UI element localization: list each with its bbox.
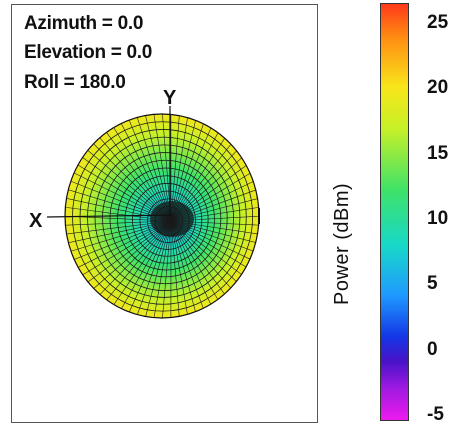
colorbar-tick-label: 25: [427, 12, 449, 33]
mesh-spoke: [135, 114, 172, 222]
mesh-spoke: [170, 154, 246, 222]
sphere-mesh: [65, 114, 259, 318]
mesh-spoke: [170, 128, 221, 222]
mesh-spoke: [170, 162, 251, 222]
mesh-spoke: [73, 220, 172, 270]
mesh-spoke: [65, 220, 172, 235]
x-axis-line: [46, 214, 173, 218]
mesh-spoke: [103, 220, 172, 304]
mesh-spoke: [170, 220, 198, 317]
colorbar-gradient: [380, 3, 409, 421]
mesh-spoke: [65, 197, 172, 222]
mesh-spoke: [144, 220, 172, 318]
mesh-spoke: [89, 220, 172, 292]
mesh-spoke: [170, 123, 214, 222]
pattern-plot-panel: Azimuth = 0.0 Elevation = 0.0 Roll = 180…: [11, 4, 318, 423]
mesh-spoke: [170, 179, 258, 222]
mesh-spoke: [69, 170, 172, 222]
mesh-spoke: [170, 220, 251, 270]
radiation-sphere: [46, 106, 260, 319]
mesh-spoke: [170, 133, 228, 222]
mesh-ring: [147, 198, 190, 243]
mesh-spoke: [65, 206, 172, 222]
mesh-spoke: [170, 187, 259, 222]
mesh-spoke: [144, 114, 172, 222]
mesh-spoke: [170, 220, 246, 278]
axis-lines: [46, 106, 260, 319]
roll-label: Roll = 180.0: [24, 72, 126, 93]
mesh-spoke: [170, 146, 241, 222]
mesh-spoke: [170, 220, 259, 245]
colorbar-tick-label: -5: [427, 404, 444, 425]
colorbar-tick-label: 20: [427, 77, 449, 98]
mesh-spoke: [65, 220, 172, 226]
mesh-spoke: [152, 114, 172, 222]
mesh-spoke: [152, 220, 172, 318]
mesh-ring: [139, 190, 196, 250]
colorbar-tick-label: 15: [427, 143, 449, 164]
mesh-ring: [132, 183, 203, 257]
mesh-spoke: [126, 115, 172, 222]
elevation-label: Elevation = 0.0: [24, 42, 153, 63]
mesh-spoke: [103, 128, 172, 222]
mesh-spoke: [170, 140, 235, 222]
mesh-spoke: [170, 220, 180, 318]
mesh-spoke: [170, 220, 206, 314]
mesh-spoke: [126, 220, 172, 317]
mesh-spoke: [170, 114, 180, 222]
mesh-spoke: [89, 140, 172, 222]
azimuth-label: Azimuth = 0.0: [24, 13, 144, 34]
mesh-spoke: [170, 206, 259, 222]
mesh-spoke: [170, 220, 221, 304]
mesh-spoke: [83, 220, 172, 286]
x-axis-label: X: [29, 210, 43, 232]
mesh-spoke: [135, 220, 172, 318]
colorbar-tick-label: 0: [427, 339, 438, 360]
mesh-spoke: [170, 220, 241, 286]
mesh-spoke: [170, 170, 255, 222]
mesh-spoke: [96, 220, 172, 299]
mesh-spoke: [170, 220, 259, 226]
mesh-spoke: [170, 220, 228, 299]
mesh-spoke: [170, 118, 206, 222]
mesh-spoke: [78, 220, 172, 278]
mesh-spoke: [170, 114, 189, 222]
mesh-spoke: [118, 220, 172, 314]
mesh-spoke: [66, 220, 172, 253]
y-axis-label: Y: [163, 87, 177, 109]
mesh-spoke: [170, 220, 255, 262]
mesh-spoke: [73, 162, 172, 222]
mesh-spoke: [170, 220, 259, 235]
mesh-spoke: [83, 146, 172, 222]
colorbar-tick-label: 10: [427, 208, 449, 229]
mesh-spoke: [65, 220, 172, 245]
mesh-spoke: [170, 220, 235, 292]
mesh-spoke: [170, 220, 258, 253]
colorbar-tick-label: 5: [427, 273, 438, 294]
mesh-spoke: [118, 118, 172, 222]
mesh-spoke: [170, 220, 214, 309]
colorbar: [380, 3, 409, 421]
colorbar-title: Power (dBm): [331, 182, 353, 305]
mesh-spoke: [170, 220, 189, 318]
mesh-ring: [117, 167, 215, 271]
mesh-spoke: [170, 115, 198, 222]
mesh-spoke: [66, 179, 172, 222]
mesh-spoke: [110, 220, 172, 309]
mesh-spoke: [170, 215, 259, 222]
mesh-spoke: [170, 197, 259, 222]
mesh-spoke: [96, 133, 172, 222]
mesh-ring: [124, 175, 209, 264]
mesh-spoke: [110, 123, 172, 222]
mesh-spoke: [78, 154, 172, 222]
mesh-spoke: [161, 220, 172, 318]
mesh-spoke: [69, 220, 172, 262]
